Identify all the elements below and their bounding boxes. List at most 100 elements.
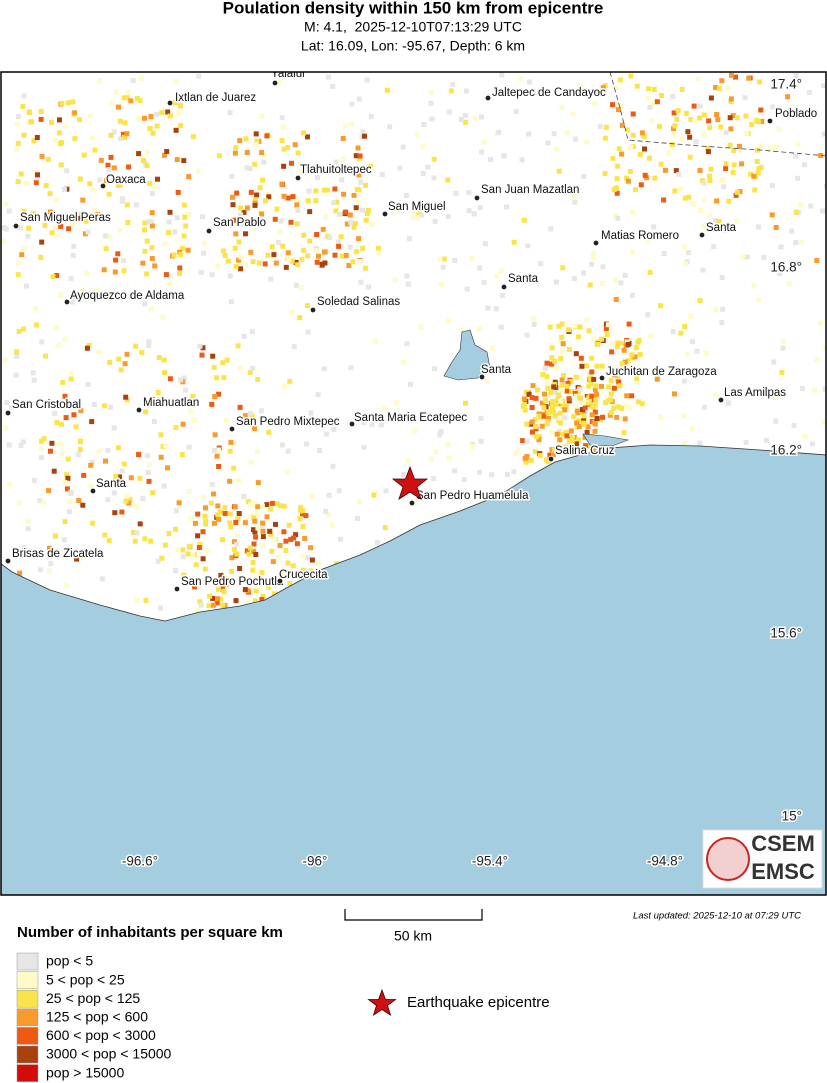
population-cell [54,324,59,330]
population-cell [586,443,592,449]
population-cell [822,386,826,392]
population-cell [250,259,256,264]
population-cell [431,175,437,181]
population-cell [581,270,586,276]
place-label: Santa [481,364,512,376]
population-cell [173,425,179,430]
population-cell [51,209,57,215]
population-cell [111,425,117,431]
population-cell [186,444,192,450]
population-cell [604,332,610,337]
population-cell [224,357,230,363]
population-cell [730,113,736,119]
population-cell [229,555,235,561]
population-cell [128,475,134,481]
population-cell [363,182,369,188]
population-cell [624,393,630,399]
population-cell [477,205,483,211]
population-cell [257,185,263,191]
population-cell [156,355,162,360]
population-cell [728,96,734,102]
population-cell [697,168,703,173]
population-cell [326,492,332,498]
population-cell [302,536,308,541]
population-cell [315,560,321,566]
population-layer [1,72,826,613]
population-cell [261,152,267,158]
population-cell [731,162,737,168]
population-cell [62,519,68,525]
population-cell [496,129,502,135]
logo-text: CSEM [751,831,815,856]
population-cell [142,115,147,121]
population-cell [21,93,27,99]
place-label: San Pedro Pochutla [181,576,284,588]
population-cell [97,78,102,84]
population-cell [274,206,280,212]
population-cell [283,264,289,270]
population-cell [38,446,44,452]
population-cell [700,267,706,273]
population-cell [162,542,168,548]
population-cell [577,387,583,392]
population-cell [105,448,111,453]
population-cell [661,251,667,257]
population-cell [172,229,178,235]
population-cell [103,178,109,184]
population-cell [167,113,173,119]
population-cell [117,182,123,188]
population-cell [199,352,205,358]
population-cell [24,283,29,289]
population-cell [58,162,64,168]
population-cell [98,157,104,163]
population-cell [140,260,146,266]
population-cell [217,222,223,228]
population-cell [548,226,554,232]
population-cell [269,548,275,554]
population-cell [404,192,409,198]
population-cell [676,171,682,177]
population-cell [713,392,719,398]
population-cell [31,377,37,383]
population-cell [172,100,178,106]
place-label: Oaxaca [106,174,146,186]
population-cell [88,483,94,489]
place-label: Tlahuitoltepec [300,164,372,176]
population-cell [287,378,293,384]
lagoon [443,329,491,381]
population-cell [61,554,66,560]
population-cell [338,166,344,172]
population-cell [38,116,44,122]
population-cell [106,167,112,172]
population-cell [618,280,624,286]
population-cell [164,149,170,154]
population-cell [179,452,185,458]
population-cell [630,209,636,215]
population-cell [551,131,557,137]
population-cell [432,366,438,372]
population-cell [520,404,526,409]
population-cell [252,426,258,432]
population-cell [651,224,657,230]
population-cell [66,509,72,515]
population-cell [142,301,148,307]
population-cell [221,575,227,581]
population-cell [478,496,484,502]
population-cell [34,135,40,140]
population-cell [30,211,36,216]
population-cell [108,292,114,298]
place-label: Salina Cruz [555,445,615,457]
population-cell [72,110,78,116]
population-cell [551,452,556,458]
population-cell [440,264,446,270]
population-cell [231,217,237,223]
population-cell [818,320,823,326]
population-cell [49,230,55,236]
population-cell [814,357,820,362]
population-cell [163,272,169,278]
population-cell [186,174,192,180]
population-cell [609,349,615,355]
population-cell [167,209,173,215]
population-cell [718,124,724,130]
population-cell [155,176,160,182]
